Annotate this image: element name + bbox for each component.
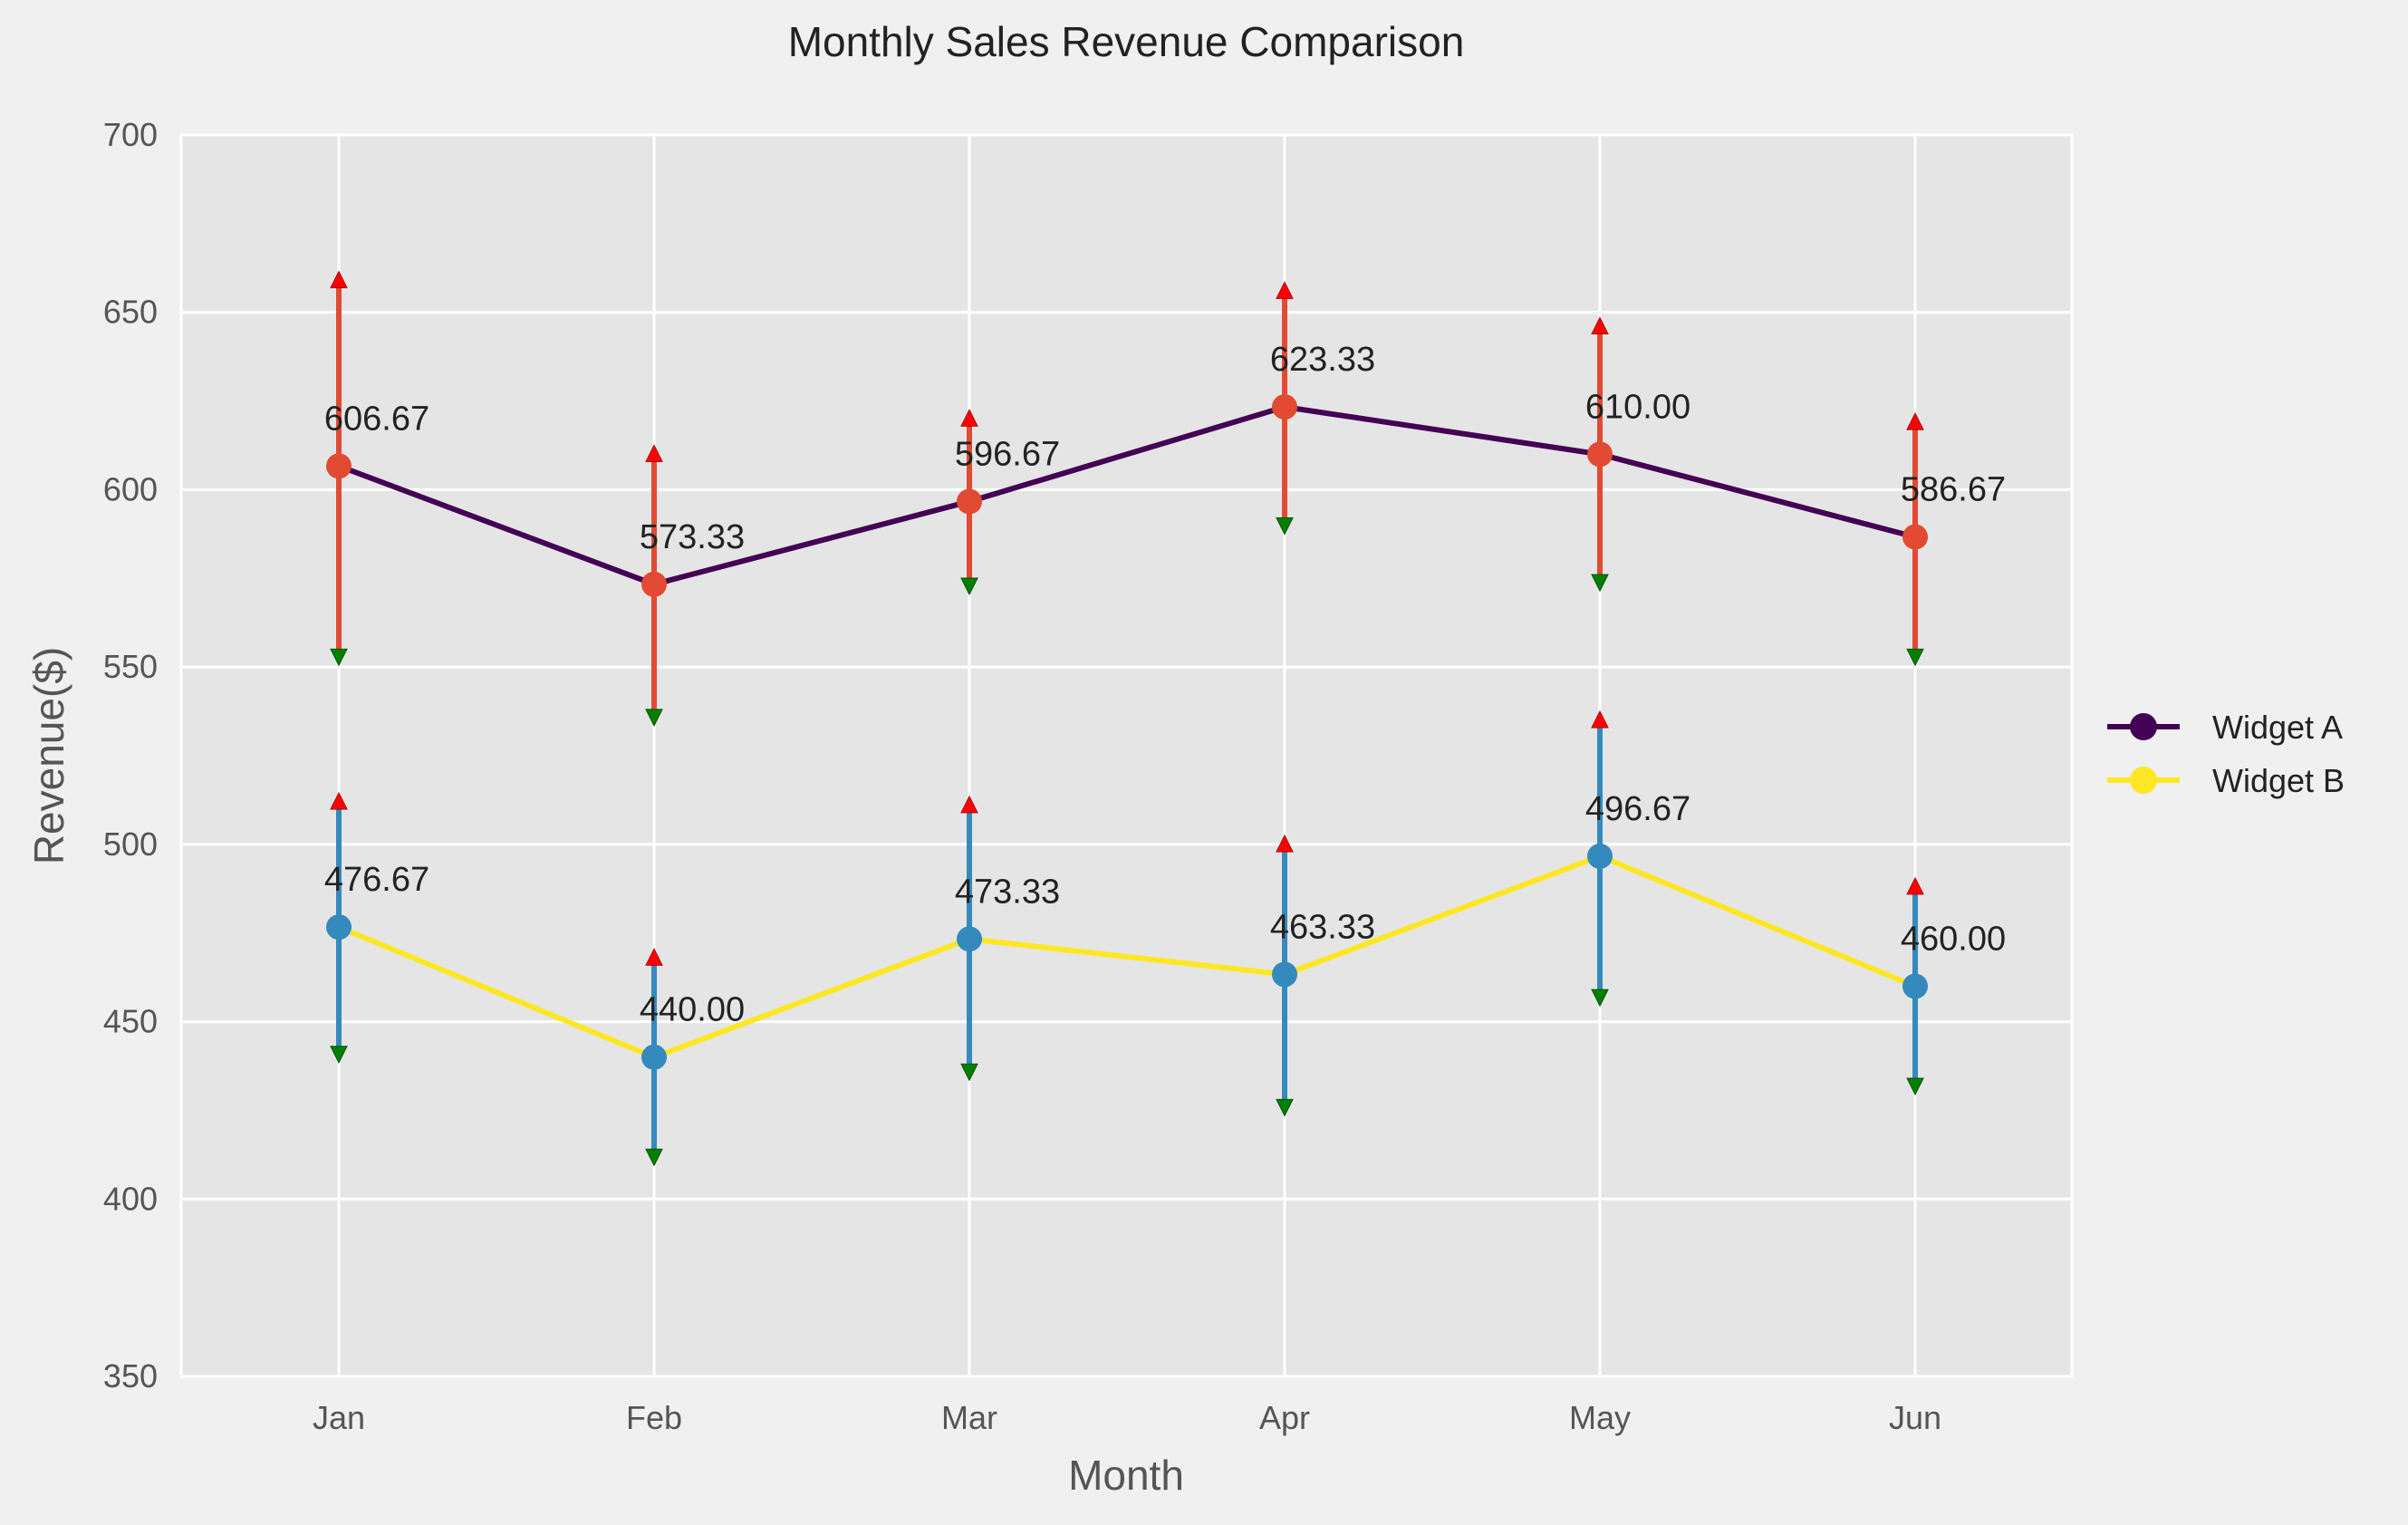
data-label: 623.33 <box>1270 341 1375 379</box>
ticks: 350 400 450 500 550 600 650 700 Jan Feb Mar Apr May J… <box>103 116 1941 1436</box>
data-label: 476.67 <box>324 861 429 899</box>
x-tick-label: Apr <box>1259 1399 1310 1436</box>
x-tick-label: Jun <box>1889 1399 1941 1436</box>
data-label: 460.00 <box>1901 920 2006 958</box>
y-tick-label: 650 <box>103 294 158 331</box>
series-line-widget-b <box>337 853 1917 1060</box>
y-axis-label: Revenue($) <box>25 647 72 864</box>
y-tick-label: 700 <box>103 116 158 153</box>
x-axis-label: Month <box>1068 1452 1184 1499</box>
lower-arrow <box>1906 1077 1924 1096</box>
lower-arrow <box>645 709 663 727</box>
upper-arrow <box>1906 412 1924 430</box>
y-tick-label: 550 <box>103 648 158 685</box>
lower-arrow <box>330 1046 348 1064</box>
upper-arrow <box>645 444 663 462</box>
upper-arrow <box>645 948 663 966</box>
y-tick-label: 500 <box>103 825 158 863</box>
x-tick-label: Jan <box>313 1399 365 1436</box>
data-label: 473.33 <box>955 873 1060 911</box>
lower-arrow <box>330 648 348 667</box>
upper-arrow <box>1276 834 1294 853</box>
legend-marker-widget-a <box>2130 713 2157 740</box>
data-point <box>1272 961 1297 988</box>
data-label: 606.67 <box>324 400 429 438</box>
legend-label-widget-b: Widget B <box>2212 762 2345 799</box>
lower-arrow <box>1591 989 1609 1008</box>
upper-arrow <box>330 270 348 289</box>
lower-arrow <box>1591 574 1609 593</box>
upper-arrow <box>960 795 978 814</box>
data-point <box>957 488 982 515</box>
legend-marker-widget-b <box>2130 767 2157 794</box>
series-line-widget-a <box>337 404 1916 587</box>
data-label: 440.00 <box>640 991 745 1029</box>
upper-arrow <box>1591 316 1609 334</box>
data-point <box>1587 843 1613 869</box>
upper-arrow <box>1906 876 1924 895</box>
data-point <box>1902 973 1928 999</box>
data-point <box>957 926 982 952</box>
y-tick-label: 350 <box>103 1357 158 1395</box>
y-tick-label: 400 <box>103 1180 158 1217</box>
data-point <box>1587 441 1613 468</box>
lower-arrow <box>1906 648 1924 667</box>
data-point <box>641 571 667 597</box>
data-label: 463.33 <box>1270 908 1375 946</box>
lower-arrow <box>1276 1098 1294 1117</box>
lower-arrow <box>960 577 978 596</box>
lower-arrow <box>645 1148 663 1167</box>
plot-border <box>179 133 2074 1378</box>
x-tick-label: Mar <box>941 1399 997 1436</box>
lower-arrow <box>1276 516 1294 536</box>
upper-arrow <box>960 409 978 427</box>
data-label: 573.33 <box>640 518 745 556</box>
plot-area <box>181 135 2072 1376</box>
data-point <box>1902 524 1928 550</box>
x-tick-label: Feb <box>626 1399 682 1436</box>
upper-arrow <box>330 791 348 810</box>
lower-arrow <box>960 1063 978 1082</box>
data-point <box>326 453 352 479</box>
data-label: 586.67 <box>1901 471 2006 509</box>
chart-title: Monthly Sales Revenue Comparison <box>788 18 1465 65</box>
legend: Widget A Widget B <box>2107 709 2345 799</box>
data-label: 596.67 <box>955 435 1060 473</box>
data-point <box>1272 394 1297 420</box>
legend-label-widget-a: Widget A <box>2212 709 2343 746</box>
upper-arrow <box>1276 281 1294 299</box>
y-tick-label: 450 <box>103 1003 158 1040</box>
data-label: 610.00 <box>1585 388 1690 426</box>
data-point <box>641 1044 667 1070</box>
series-layer: 606.67 573.33 596.67 623.33 610.00 586.67 476.… <box>324 270 2006 1167</box>
data-label: 496.67 <box>1585 790 1690 828</box>
data-point <box>326 914 352 941</box>
upper-arrow <box>1591 709 1609 729</box>
y-tick-label: 600 <box>103 470 158 507</box>
x-tick-label: May <box>1569 1399 1631 1436</box>
